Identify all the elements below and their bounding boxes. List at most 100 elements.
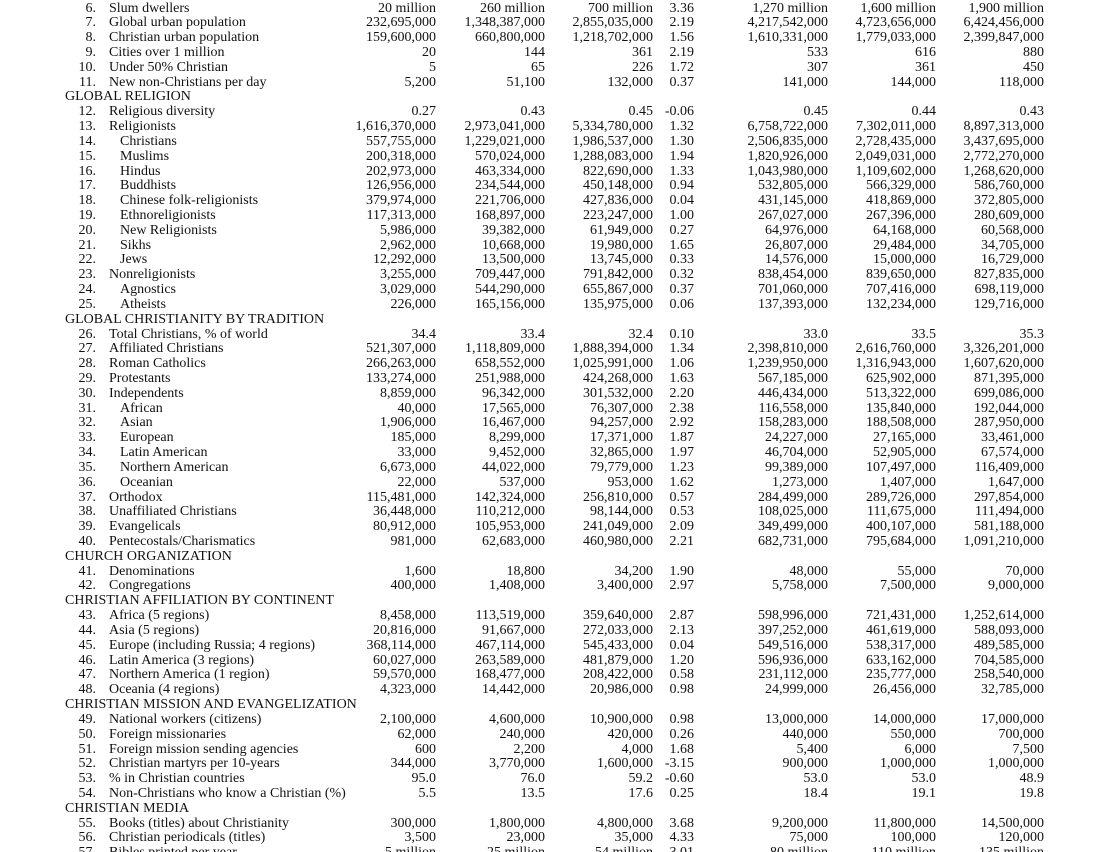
cell: 16,729,000 [981, 252, 1044, 268]
row-number: 41. [78, 563, 97, 579]
cell: 1.00 [669, 207, 695, 223]
cell: 3,326,201,000 [963, 341, 1045, 357]
cell: 616 [915, 44, 936, 60]
cell: 62,000 [397, 726, 437, 742]
cell: 791,842,000 [583, 267, 653, 283]
row-label: Christian martyrs per 10-years [109, 756, 280, 772]
cell: 5 million [385, 845, 436, 852]
row-label: European [120, 430, 174, 446]
row-label: Ethnoreligionists [120, 207, 216, 223]
row-label: Unaffiliated Christians [109, 504, 237, 520]
cell: 431,145,000 [758, 193, 828, 209]
cell: 158,283,000 [758, 415, 828, 431]
cell: 144 [524, 44, 545, 60]
cell: 361 [915, 59, 936, 75]
cell: 5,986,000 [380, 222, 436, 238]
cell: 5 [429, 59, 436, 75]
cell: 234,544,000 [475, 178, 545, 194]
cell: 144,000 [890, 74, 937, 90]
cell: 79,779,000 [590, 459, 653, 475]
cell: 532,805,000 [758, 178, 828, 194]
cell: 1,600,000 [597, 756, 653, 772]
cell: 1.72 [669, 59, 695, 75]
row-number: 48. [78, 682, 97, 698]
row-label: Jews [120, 252, 148, 268]
cell: 1,800,000 [489, 815, 545, 831]
row-number: 39. [78, 519, 97, 535]
cell: 20,986,000 [590, 682, 653, 698]
cell: 1.97 [669, 445, 695, 461]
row-label: New Religionists [120, 222, 217, 238]
cell: 75,000 [789, 830, 829, 846]
cell: 344,000 [390, 756, 437, 772]
cell: 838,454,000 [758, 267, 828, 283]
cell: 5,400 [796, 741, 829, 757]
cell: 2.92 [669, 415, 695, 431]
cell: 1.62 [669, 474, 695, 490]
cell: 533 [807, 44, 828, 60]
cell: 168,477,000 [475, 667, 545, 683]
row-label: Chinese folk-religionists [120, 193, 259, 209]
cell: 287,950,000 [974, 415, 1044, 431]
row-number: 17. [78, 178, 97, 194]
cell: 537,000 [499, 474, 546, 490]
row-number: 50. [78, 726, 97, 742]
cell: 223,247,000 [583, 207, 653, 223]
cell: 33.0 [803, 326, 829, 342]
row-number: 9. [85, 44, 97, 60]
cell: 2,728,435,000 [855, 133, 937, 149]
cell: 1.20 [669, 652, 695, 668]
cell: 0.57 [669, 489, 695, 505]
cell: 1.94 [669, 148, 695, 164]
cell: 117,313,000 [366, 207, 436, 223]
cell: 126,956,000 [366, 178, 436, 194]
row-number: 30. [78, 385, 97, 401]
cell: 880 [1023, 44, 1044, 60]
cell: 450,148,000 [583, 178, 653, 194]
cell: 23,000 [506, 830, 546, 846]
cell: 135,840,000 [866, 400, 936, 416]
cell: 625,902,000 [866, 371, 936, 386]
cell: 461,619,000 [866, 622, 936, 638]
row-number: 23. [78, 267, 97, 283]
cell: 0.53 [669, 504, 695, 520]
cell: 26,807,000 [765, 237, 828, 253]
cell: 165,156,000 [475, 296, 545, 312]
cell: 267,396,000 [866, 207, 936, 223]
row-label: Non-Christians who know a Christian (%) [109, 785, 346, 801]
cell: 46,704,000 [765, 445, 828, 461]
row-number: 11. [79, 74, 96, 90]
cell: 707,416,000 [866, 282, 936, 298]
row-label: Religionists [109, 119, 176, 135]
cell: 1,218,702,000 [572, 30, 654, 46]
row-label: Foreign missionaries [109, 726, 227, 742]
cell: 26,456,000 [873, 682, 936, 698]
row-number: 47. [78, 667, 97, 683]
cell: 34,200 [614, 563, 654, 579]
cell: 570,024,000 [475, 148, 545, 164]
cell: 80 million [770, 845, 828, 852]
cell: 2.13 [669, 622, 695, 638]
cell: 59,570,000 [373, 667, 436, 683]
cell: 54 million [595, 845, 653, 852]
cell: 1,647,000 [988, 474, 1044, 490]
cell: 67,574,000 [981, 445, 1044, 461]
cell: 48,000 [789, 563, 829, 579]
cell: 159,600,000 [366, 30, 436, 46]
row-number: 43. [78, 608, 97, 624]
cell: 1,316,943,000 [855, 356, 937, 372]
row-label: Latin America (3 regions) [109, 652, 255, 668]
row-number: 21. [78, 237, 97, 253]
cell: 420,000 [607, 726, 654, 742]
row-number: 55. [78, 815, 97, 831]
row-label: Asian [120, 415, 153, 431]
cell: 5,334,780,000 [572, 119, 654, 135]
cell: 600 [415, 741, 436, 757]
row-number: 7. [85, 15, 97, 31]
cell: 267,027,000 [758, 207, 828, 223]
cell: 6,673,000 [380, 459, 436, 475]
cell: 1,273,000 [772, 474, 828, 490]
cell: 1.56 [669, 30, 695, 46]
cell: 226 [632, 59, 653, 75]
cell: 1,000,000 [880, 756, 936, 772]
